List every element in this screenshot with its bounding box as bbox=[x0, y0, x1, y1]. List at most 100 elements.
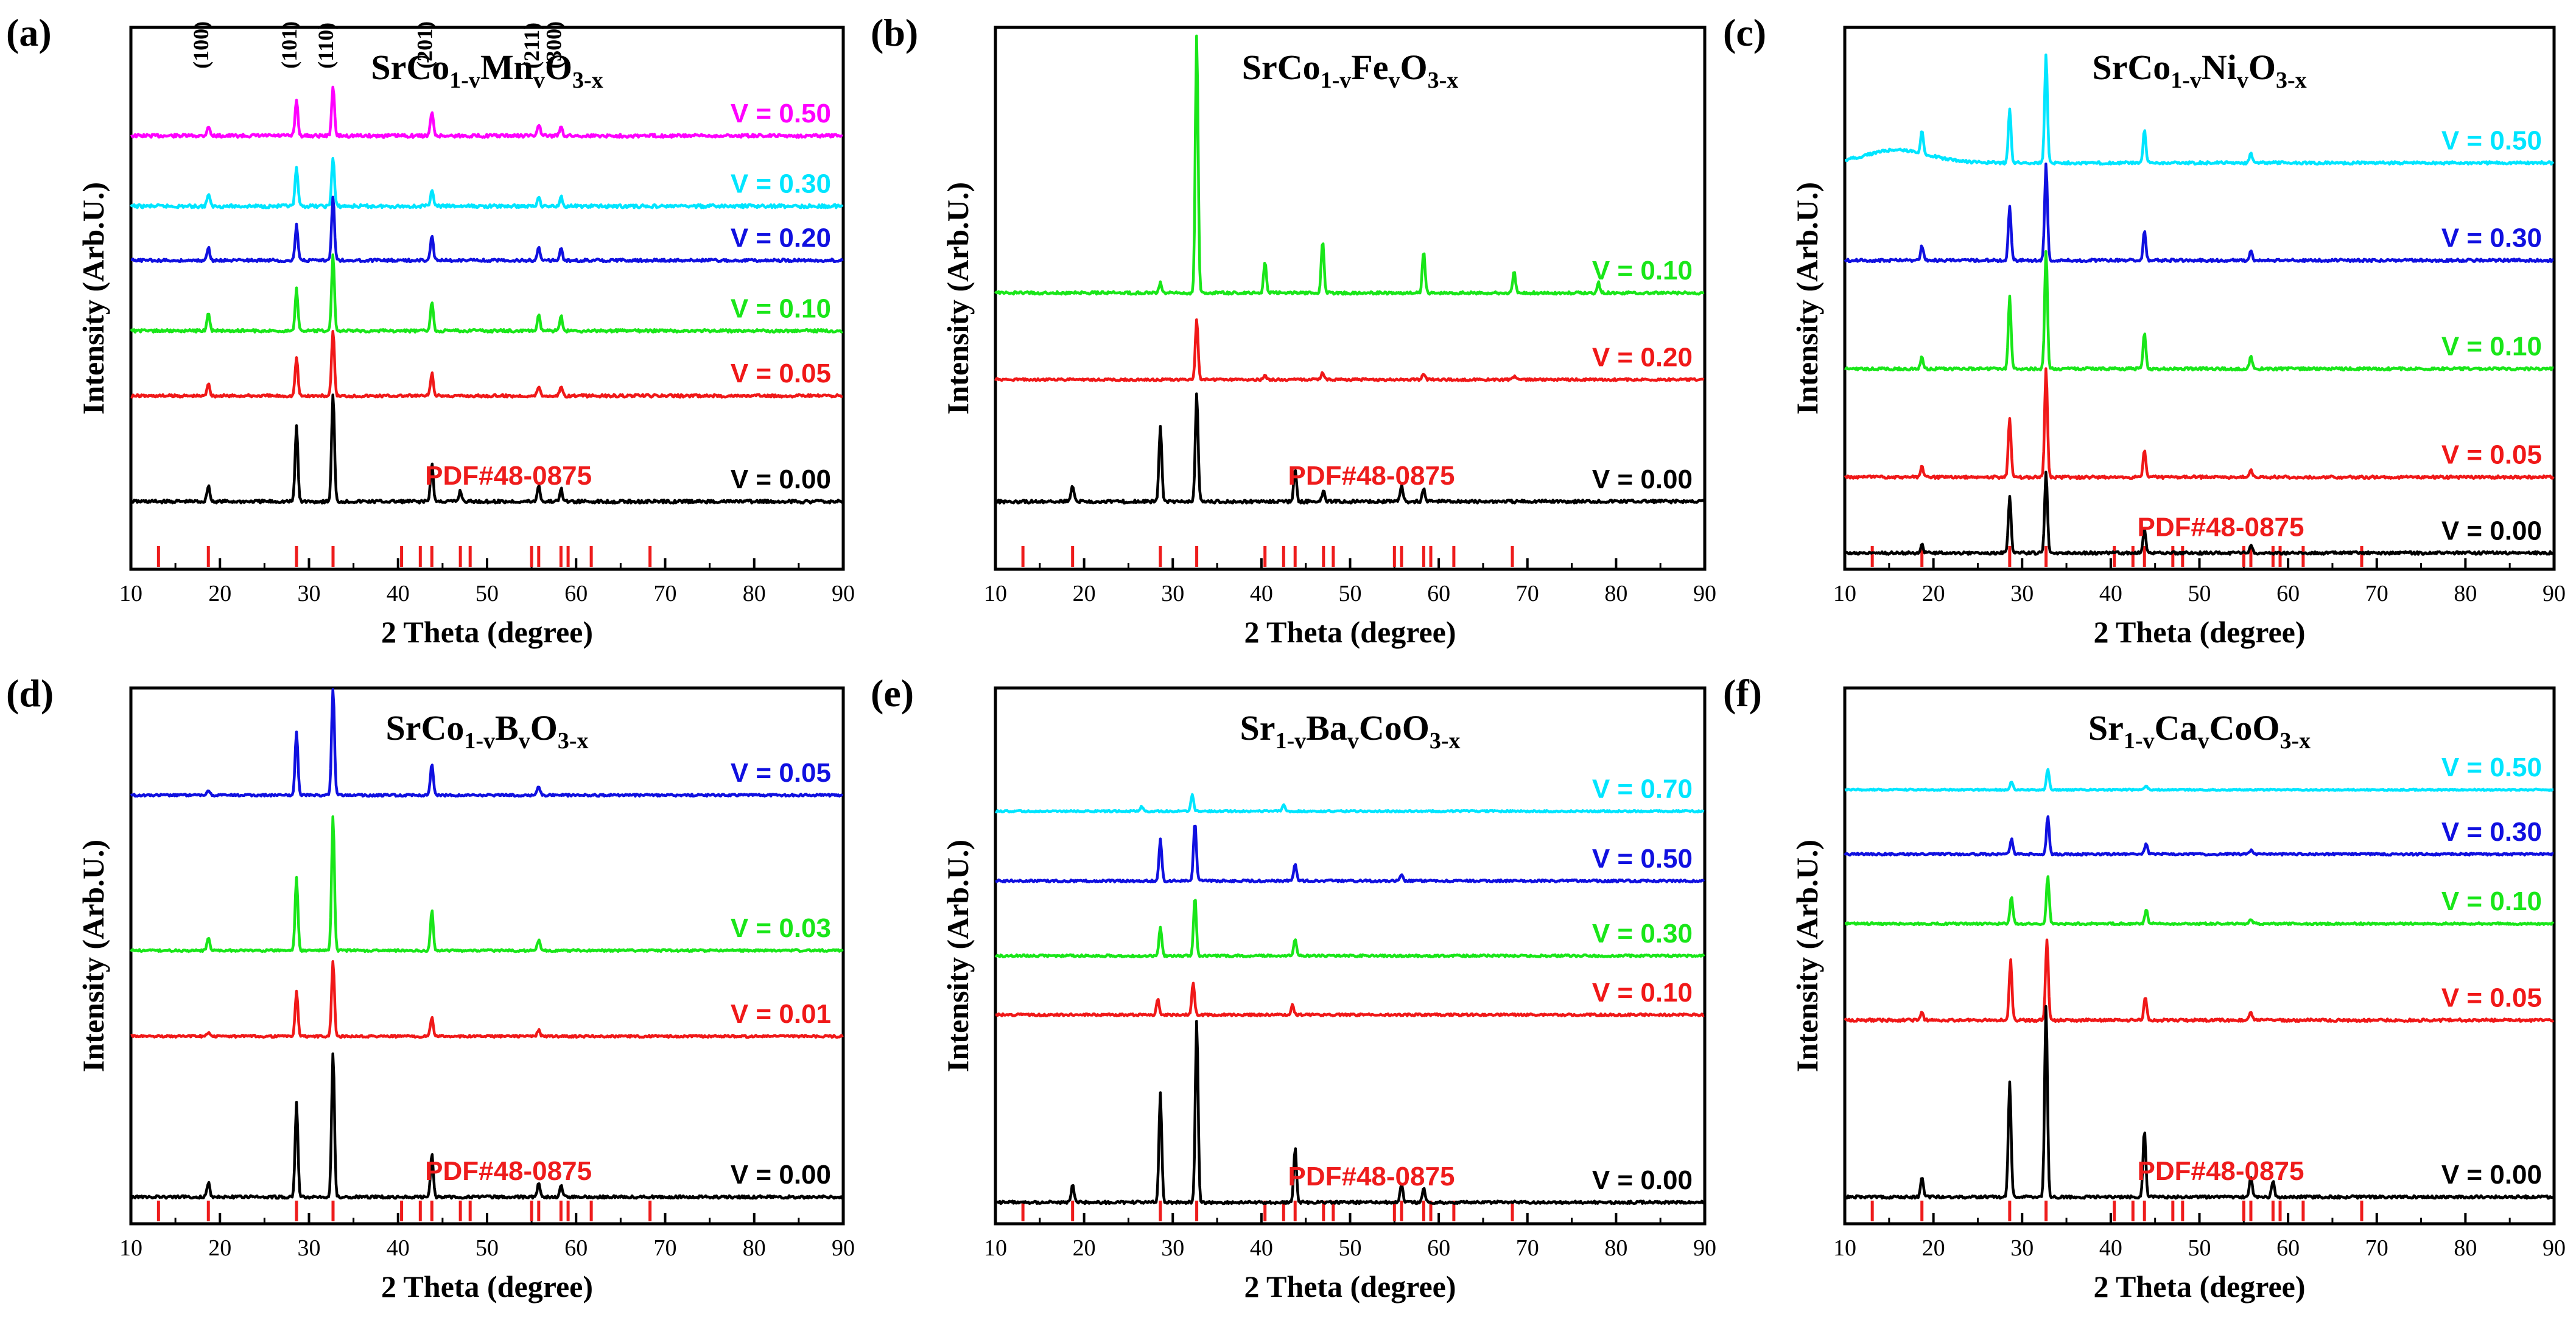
x-tick-label: 60 bbox=[1427, 1235, 1450, 1261]
series-label: V = 0.10 bbox=[1592, 256, 1693, 286]
series-label: V = 0.10 bbox=[2441, 332, 2542, 362]
x-tick-label: 90 bbox=[1693, 581, 1716, 606]
y-axis-title: Intensity (Arb.U.) bbox=[1790, 182, 1824, 415]
x-tick-label: 80 bbox=[743, 1235, 766, 1261]
series-label: V = 0.20 bbox=[731, 223, 831, 253]
x-tick-label: 90 bbox=[2543, 581, 2566, 606]
x-tick-label: 20 bbox=[1073, 1235, 1096, 1261]
panel-title: SrCo1-vBvO3-x bbox=[385, 708, 588, 754]
x-tick-label: 20 bbox=[1073, 581, 1096, 606]
series-line bbox=[994, 392, 1705, 505]
x-tick-label: 40 bbox=[1250, 1235, 1273, 1261]
series-label: V = 0.00 bbox=[731, 465, 831, 494]
x-tick-label: 50 bbox=[2188, 1235, 2211, 1261]
series-line bbox=[1844, 162, 2554, 264]
x-tick-label: 90 bbox=[832, 581, 855, 606]
reference-label: PDF#48-0875 bbox=[425, 461, 592, 491]
x-tick-label: 20 bbox=[208, 581, 231, 606]
series-line bbox=[995, 824, 1705, 883]
series-line bbox=[994, 1020, 1705, 1205]
x-tick-label: 80 bbox=[743, 581, 766, 606]
panel-c: (c) SrCo1-vNivO3-x 10 20 30 40 50 60 70 80 90 2 The… bbox=[1723, 11, 2566, 649]
miller-index: (300) bbox=[541, 21, 566, 69]
series-label: V = 0.01 bbox=[731, 999, 831, 1029]
x-tick-label: 80 bbox=[2454, 1235, 2477, 1261]
series-line bbox=[1844, 367, 2555, 480]
x-tick-label: 70 bbox=[654, 1235, 677, 1261]
series-label: V = 0.00 bbox=[2441, 1160, 2542, 1190]
x-tick-label: 40 bbox=[387, 1235, 410, 1261]
series-label: V = 0.00 bbox=[1592, 465, 1693, 494]
x-tick-label: 40 bbox=[2099, 1235, 2122, 1261]
series-line bbox=[1844, 938, 2555, 1023]
miller-index: (201) bbox=[412, 21, 437, 69]
series-line bbox=[129, 393, 844, 505]
panel-letter: (d) bbox=[6, 672, 54, 715]
x-tick-label: 60 bbox=[564, 581, 588, 606]
x-tick-label: 70 bbox=[654, 581, 677, 606]
reference-pattern bbox=[1021, 546, 1514, 567]
series-line bbox=[994, 318, 1705, 382]
series-line bbox=[130, 1052, 844, 1200]
series-line bbox=[994, 34, 1705, 296]
series-line bbox=[130, 253, 843, 334]
panel-letter: (f) bbox=[1723, 672, 1762, 715]
plot-frame bbox=[1843, 26, 2556, 571]
x-tick-label: 10 bbox=[119, 1235, 142, 1261]
series-line bbox=[1844, 471, 2555, 556]
panel-e: (e) Sr1-vBavCoO3-x 10 20 30 40 50 60 70 80 90 2 The… bbox=[871, 672, 1716, 1304]
x-tick-label: 30 bbox=[2010, 1235, 2034, 1261]
series-line bbox=[130, 815, 844, 953]
x-tick-label: 20 bbox=[208, 1235, 231, 1261]
x-tick-label: 90 bbox=[832, 1235, 855, 1261]
x-tick-label: 30 bbox=[1161, 1235, 1184, 1261]
series-label: V = 0.05 bbox=[2441, 983, 2542, 1013]
y-axis-title: Intensity (Arb.U.) bbox=[76, 182, 110, 415]
x-tick-label: 60 bbox=[2276, 1235, 2300, 1261]
reference-label: PDF#48-0875 bbox=[1288, 1162, 1455, 1191]
y-axis-title: Intensity (Arb.U.) bbox=[941, 182, 975, 415]
panel-f: (f) Sr1-vCavCoO3-x 10 20 30 40 50 60 70 80 90 2 The… bbox=[1723, 672, 2566, 1304]
series-line bbox=[130, 329, 843, 399]
panel-letter: (b) bbox=[871, 11, 918, 54]
x-tick-label: 80 bbox=[2454, 581, 2477, 606]
series-line bbox=[995, 981, 1705, 1017]
x-axis-title: 2 Theta (degree) bbox=[2093, 1269, 2305, 1304]
series-label: V = 0.05 bbox=[731, 758, 831, 788]
panel-letter: (e) bbox=[871, 672, 914, 715]
series-label: V = 0.10 bbox=[2441, 886, 2542, 916]
panel-letter: (a) bbox=[6, 11, 52, 54]
series-line bbox=[130, 960, 844, 1039]
x-tick-label: 70 bbox=[1516, 581, 1539, 606]
series-line bbox=[1844, 1005, 2554, 1200]
panel-b: (b) SrCo1-vFevO3-x 10 20 30 40 50 60 70 80 90 2 The… bbox=[871, 11, 1716, 649]
x-tick-label: 10 bbox=[1833, 1235, 1856, 1261]
reference-label: PDF#48-0875 bbox=[1288, 461, 1455, 491]
series-line bbox=[1844, 815, 2554, 857]
panel-title: SrCo1-vNivO3-x bbox=[2092, 47, 2306, 93]
series-label: V = 0.50 bbox=[731, 99, 831, 128]
x-tick-label: 10 bbox=[984, 581, 1007, 606]
x-tick-label: 50 bbox=[2188, 581, 2211, 606]
x-tick-label: 40 bbox=[2099, 581, 2122, 606]
x-axis-title: 2 Theta (degree) bbox=[1244, 1269, 1456, 1304]
x-tick-label: 20 bbox=[1922, 1235, 1945, 1261]
series-label: V = 0.00 bbox=[1592, 1165, 1693, 1195]
series-line bbox=[1844, 250, 2554, 372]
x-tick-label: 50 bbox=[1339, 581, 1362, 606]
panel-letter: (c) bbox=[1723, 11, 1766, 54]
series-line bbox=[130, 688, 844, 798]
x-tick-label: 30 bbox=[1161, 581, 1184, 606]
panel-title: Sr1-vBavCoO3-x bbox=[1240, 708, 1461, 754]
series-line bbox=[1844, 875, 2555, 927]
x-tick-label: 20 bbox=[1922, 581, 1945, 606]
x-tick-label: 60 bbox=[1427, 581, 1450, 606]
series-label: V = 0.00 bbox=[2441, 516, 2542, 546]
x-tick-label: 60 bbox=[2276, 581, 2300, 606]
x-tick-label: 40 bbox=[387, 581, 410, 606]
panel-title: SrCo1-vMnvO3-x bbox=[371, 47, 603, 93]
x-tick-label: 70 bbox=[1516, 1235, 1539, 1261]
reference-pattern bbox=[1870, 546, 2364, 567]
x-axis-title: 2 Theta (degree) bbox=[381, 1269, 593, 1304]
reference-label: PDF#48-0875 bbox=[2137, 512, 2304, 542]
